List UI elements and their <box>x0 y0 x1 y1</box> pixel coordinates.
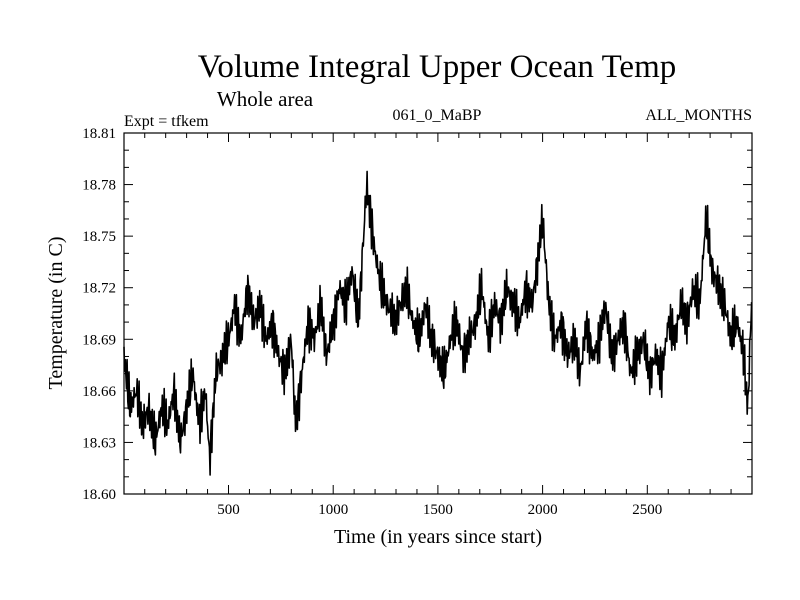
y-tick-labels: 18.60 18.63 18.66 18.69 18.72 18.75 18.78 18.81 <box>82 126 116 503</box>
chart-subtitle: Whole area <box>217 87 314 111</box>
y-tick-label: 18.69 <box>82 332 116 348</box>
y-tick-label: 18.75 <box>82 229 116 245</box>
x-tick-label: 1000 <box>318 502 348 518</box>
x-tick-label: 2000 <box>528 502 558 518</box>
temperature-series-line <box>123 170 753 476</box>
y-tick-label: 18.81 <box>82 126 116 142</box>
run-label: 061_0_MaBP <box>393 107 482 124</box>
months-label: ALL_MONTHS <box>645 107 752 124</box>
y-tick-label: 18.63 <box>82 435 116 451</box>
axis-ticks <box>124 132 752 495</box>
x-tick-label: 500 <box>217 502 240 518</box>
y-tick-label: 18.66 <box>82 384 116 400</box>
experiment-label: Expt = tfkem <box>124 113 209 130</box>
y-axis-label: Temperature (in C) <box>45 237 67 390</box>
chart-title: Volume Integral Upper Ocean Temp <box>198 49 676 85</box>
y-tick-label: 18.72 <box>82 281 116 297</box>
x-tick-label: 1500 <box>423 502 453 518</box>
plot-frame <box>123 132 753 495</box>
x-tick-labels: 500 1000 1500 2000 2500 <box>217 502 662 518</box>
y-tick-label: 18.60 <box>82 487 116 503</box>
x-axis-label: Time (in years since start) <box>334 526 542 548</box>
x-tick-label: 2500 <box>632 502 662 518</box>
y-tick-label: 18.78 <box>82 178 116 194</box>
